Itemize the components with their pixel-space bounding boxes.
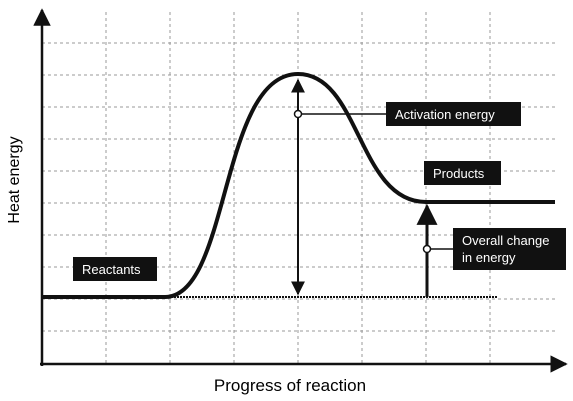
overall-change-label: Overall change in energy: [453, 228, 566, 270]
x-axis-label: Progress of reaction: [213, 376, 367, 395]
products-label: Products: [424, 161, 501, 185]
y-axis-label: Heat energy: [6, 136, 23, 224]
axes: [33, 8, 568, 373]
energy-curve: [42, 72, 555, 299]
reactants-label: Reactants: [73, 257, 157, 281]
overall-change-marker: [422, 244, 432, 254]
activation-energy-label: Activation energy: [386, 102, 521, 126]
activation-energy-marker: [293, 109, 303, 119]
